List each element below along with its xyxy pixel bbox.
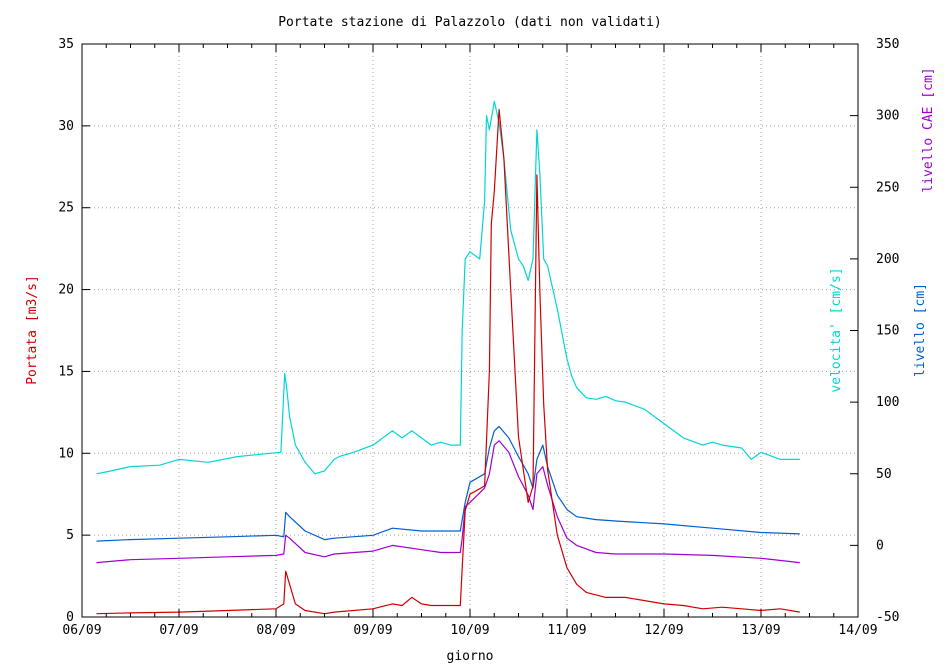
x-axis: 06/09 07/09 08/09 09/09 10/09 11/09 12/09 13/09… [62,44,878,638]
x-tick-label: 14/09 [838,623,877,638]
x-tick-label: 06/09 [62,623,101,638]
left-axis: 0 5 10 15 20 25 30 35 [58,37,90,625]
y-left-tick-label: 35 [58,37,74,52]
y-left-tick-label: 30 [58,119,74,134]
series-line-portata-m3-s [96,108,800,615]
y-right-tick-label: 300 [876,109,899,124]
y-left-tick-label: 20 [58,283,74,298]
y-left-tick-label: 5 [66,528,74,543]
x-tick-label: 12/09 [644,623,683,638]
y-left-tick-label: 10 [58,446,74,461]
y-right-label-livello-cae: livello CAE [cm] [921,67,936,192]
y-right-tick-label: 150 [876,324,899,339]
grid [82,44,858,617]
y-right-tick-label: 350 [876,37,899,52]
x-tick-label: 07/09 [159,623,198,638]
y-right-tick-label: 200 [876,252,899,267]
x-axis-label: giorno [447,649,494,664]
y-right-tick-label: 0 [876,538,884,553]
series-line-livello-cae-cm [96,440,800,564]
chart-title: Portate stazione di Palazzolo (dati non … [278,15,662,30]
series-layer [96,100,800,615]
y-left-tick-label: 0 [66,610,74,625]
y-left-tick-label: 25 [58,201,74,216]
x-tick-label: 08/09 [256,623,295,638]
series-line-livello-cm [96,425,800,542]
y-left-axis-label: Portata [m3/s] [25,275,40,385]
x-tick-label: 10/09 [450,623,489,638]
y-right-tick-label: 250 [876,180,899,195]
y-right-tick-label: -50 [876,610,899,625]
y-right-label-livello: livello [cm] [913,283,928,377]
y-right-tick-label: 50 [876,467,892,482]
x-tick-label: 13/09 [741,623,780,638]
series-line-velocita-cm-s [96,100,800,475]
y-left-tick-label: 15 [58,364,74,379]
right-axis: -50 0 50 100 150 200 250 300 350 [850,37,899,625]
x-tick-label: 09/09 [353,623,392,638]
y-right-label-velocita: velocita' [cm/s] [829,267,844,392]
x-tick-label: 11/09 [547,623,586,638]
y-right-tick-label: 100 [876,395,899,410]
